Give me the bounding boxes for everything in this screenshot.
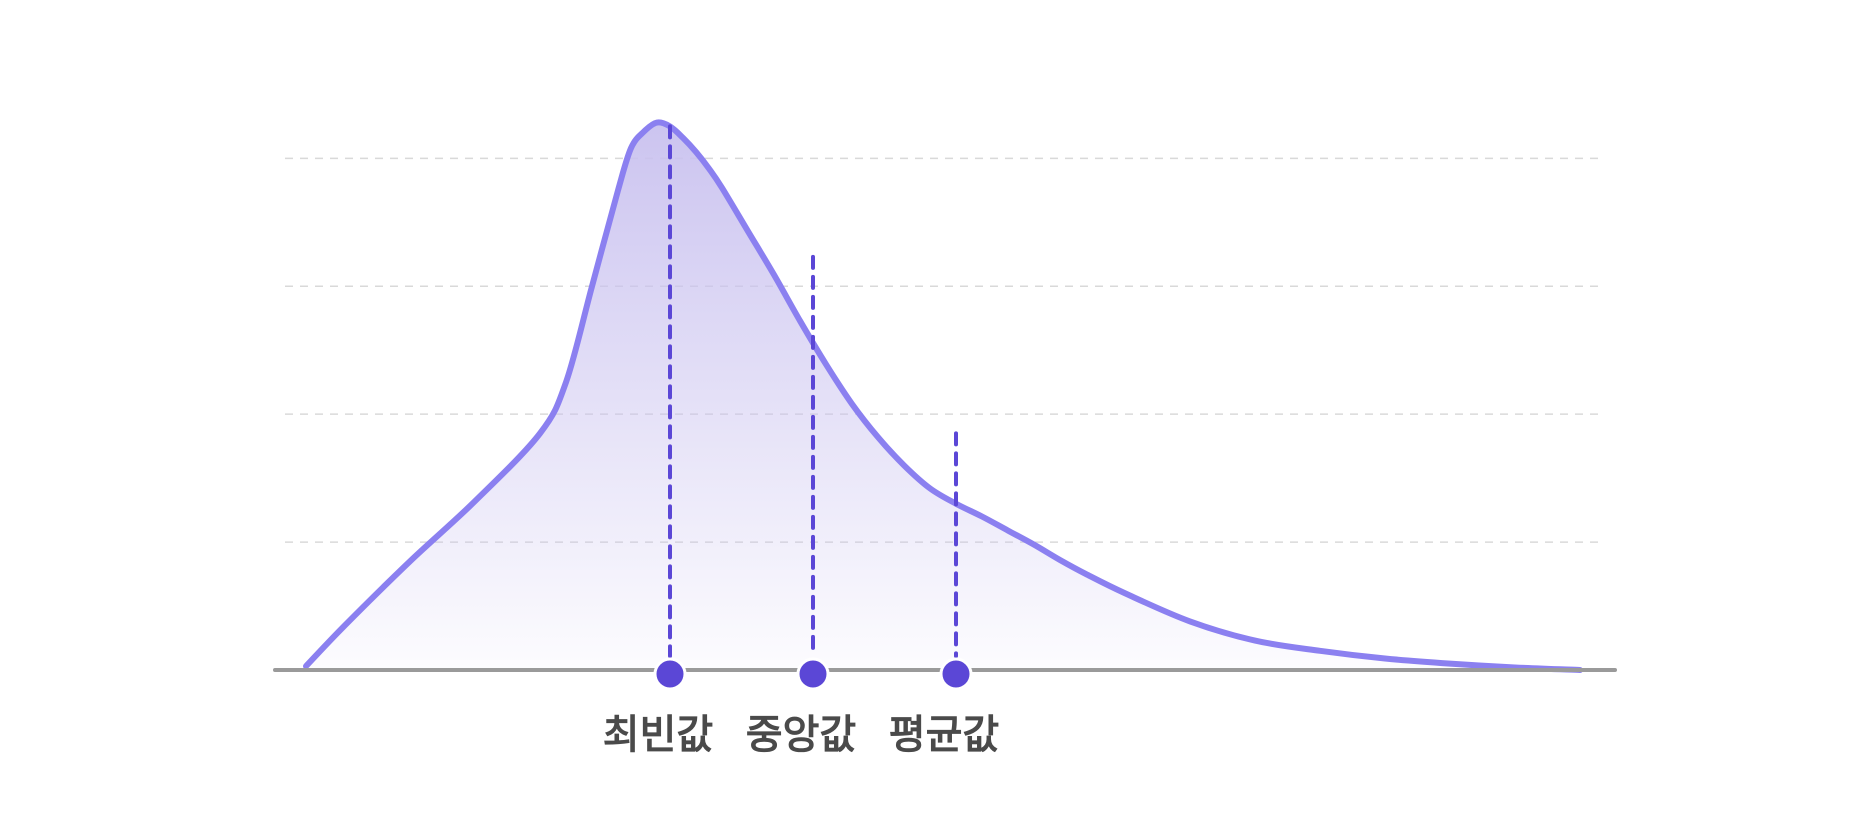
mode-label: 최빈값 <box>603 712 714 758</box>
density-area-fill <box>306 122 1580 670</box>
marker-labels: 최빈값 중앙값 평균값 <box>603 712 1000 758</box>
mean-marker-dot <box>939 657 973 691</box>
marker-layer <box>653 124 973 691</box>
mode-marker-dot <box>653 657 687 691</box>
median-marker-dot <box>796 657 830 691</box>
mean-label: 평균값 <box>889 712 1000 758</box>
area-layer <box>303 119 1583 673</box>
grid-lines <box>285 157 1600 543</box>
density-curve <box>303 119 1583 673</box>
median-label: 중앙값 <box>746 712 857 758</box>
